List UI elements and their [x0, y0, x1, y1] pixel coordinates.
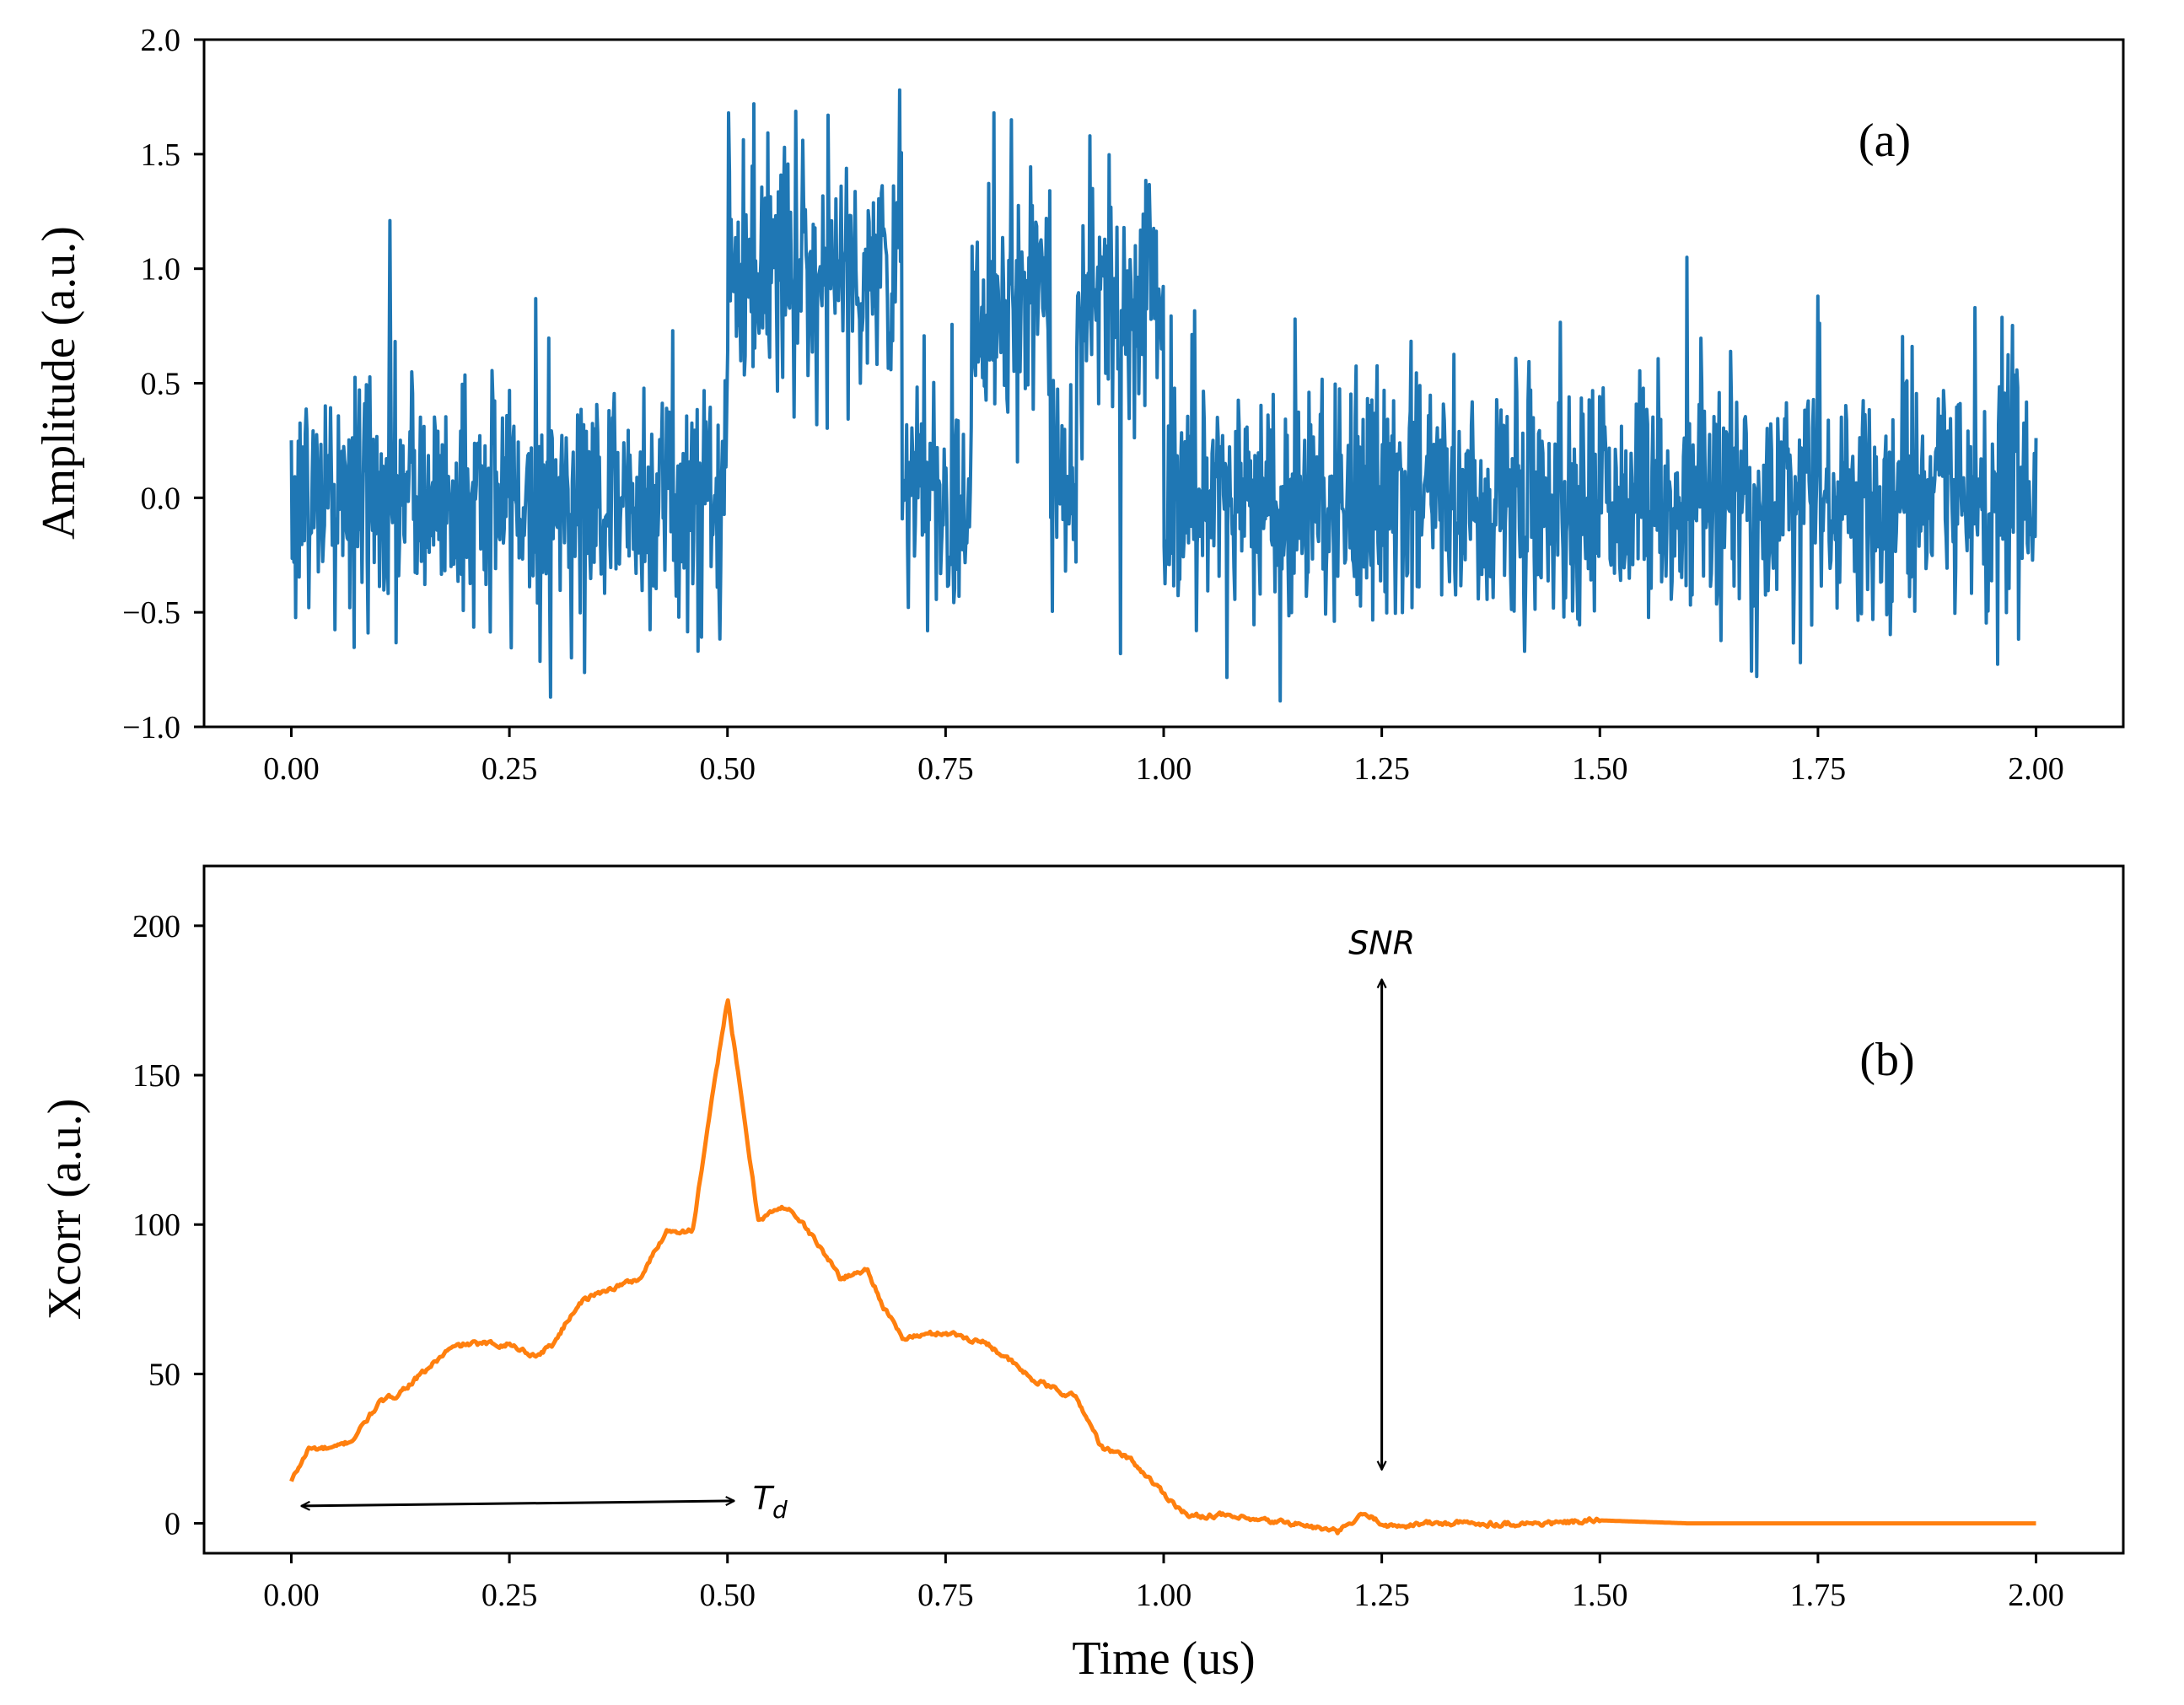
x-tick-label: 2.00: [2008, 1578, 2064, 1613]
axes-frame-b: [202, 864, 2125, 1555]
x-tick-label: 1.25: [1353, 1578, 1410, 1613]
td-annotation-subscript: d: [772, 1496, 788, 1524]
y-tick-label: 150: [132, 1058, 180, 1094]
y-tick-label: 2.0: [141, 23, 181, 58]
snr-annotation: SNR: [1348, 925, 1415, 962]
x-tick-label: 0.50: [699, 751, 756, 787]
x-tick-label: 0.25: [481, 1578, 538, 1613]
y-axis-title-a: Amplitude (a.u.): [33, 226, 85, 540]
series-line-xcorr: [289, 998, 2037, 1536]
y-tick-label: 0: [164, 1507, 180, 1542]
x-axis-a: 0.00 0.25 0.50 0.75 1.00 1.25 1.50 1.75 2.00: [263, 727, 2064, 787]
y-tick-label: 100: [132, 1207, 180, 1243]
y-tick-label: 0.0: [141, 481, 181, 516]
x-tick-label: 1.50: [1572, 1578, 1628, 1613]
y-tick-label: 1.5: [141, 137, 181, 173]
td-annotation: Td: [753, 1480, 788, 1524]
panel-label-a: (a): [1859, 115, 1911, 167]
x-tick-label: 0.75: [917, 1578, 974, 1613]
x-tick-label: 0.75: [917, 751, 974, 787]
x-tick-label: 1.25: [1353, 751, 1410, 787]
x-tick-label: 1.75: [1790, 751, 1847, 787]
y-tick-label: 1.0: [141, 252, 181, 288]
x-tick-label: 1.50: [1572, 751, 1628, 787]
y-axis-a: −1.0 −0.5 0.0 0.5 1.0 1.5 2.0: [122, 23, 204, 745]
x-axis-b: 0.00 0.25 0.50 0.75 1.00 1.25 1.50 1.75 2.00: [263, 1553, 2064, 1613]
x-tick-label: 0.25: [481, 751, 538, 787]
td-double-arrow: [301, 1501, 734, 1506]
panel-label-b: (b): [1859, 1034, 1914, 1086]
chart-panel-a: 0.00 0.25 0.50 0.75 1.00 1.25 1.50 1.75 2.00 −1.…: [33, 23, 2125, 787]
x-tick-label: 1.00: [1136, 751, 1192, 787]
y-axis-title-b: Xcorr (a.u.): [39, 1099, 91, 1320]
x-tick-label: 0.50: [699, 1578, 756, 1613]
y-tick-label: −1.0: [122, 710, 180, 745]
x-tick-label: 1.00: [1136, 1578, 1192, 1613]
x-tick-label: 0.00: [263, 751, 320, 787]
chart-panel-b: 0.00 0.25 0.50 0.75 1.00 1.25 1.50 1.75 2.00 0 50…: [39, 864, 2125, 1685]
x-tick-label: 1.75: [1790, 1578, 1847, 1613]
y-axis-b: 0 50 100 150 200: [132, 909, 204, 1542]
y-tick-label: 200: [132, 909, 180, 944]
series-line-signal: [289, 88, 2038, 703]
x-tick-label: 2.00: [2008, 751, 2064, 787]
y-tick-label: −0.5: [122, 595, 180, 631]
x-axis-title-b: Time (us): [1072, 1632, 1255, 1685]
y-tick-label: 50: [148, 1357, 180, 1392]
y-tick-label: 0.5: [141, 367, 181, 402]
td-annotation-main: T: [753, 1480, 775, 1517]
x-tick-label: 0.00: [263, 1578, 320, 1613]
